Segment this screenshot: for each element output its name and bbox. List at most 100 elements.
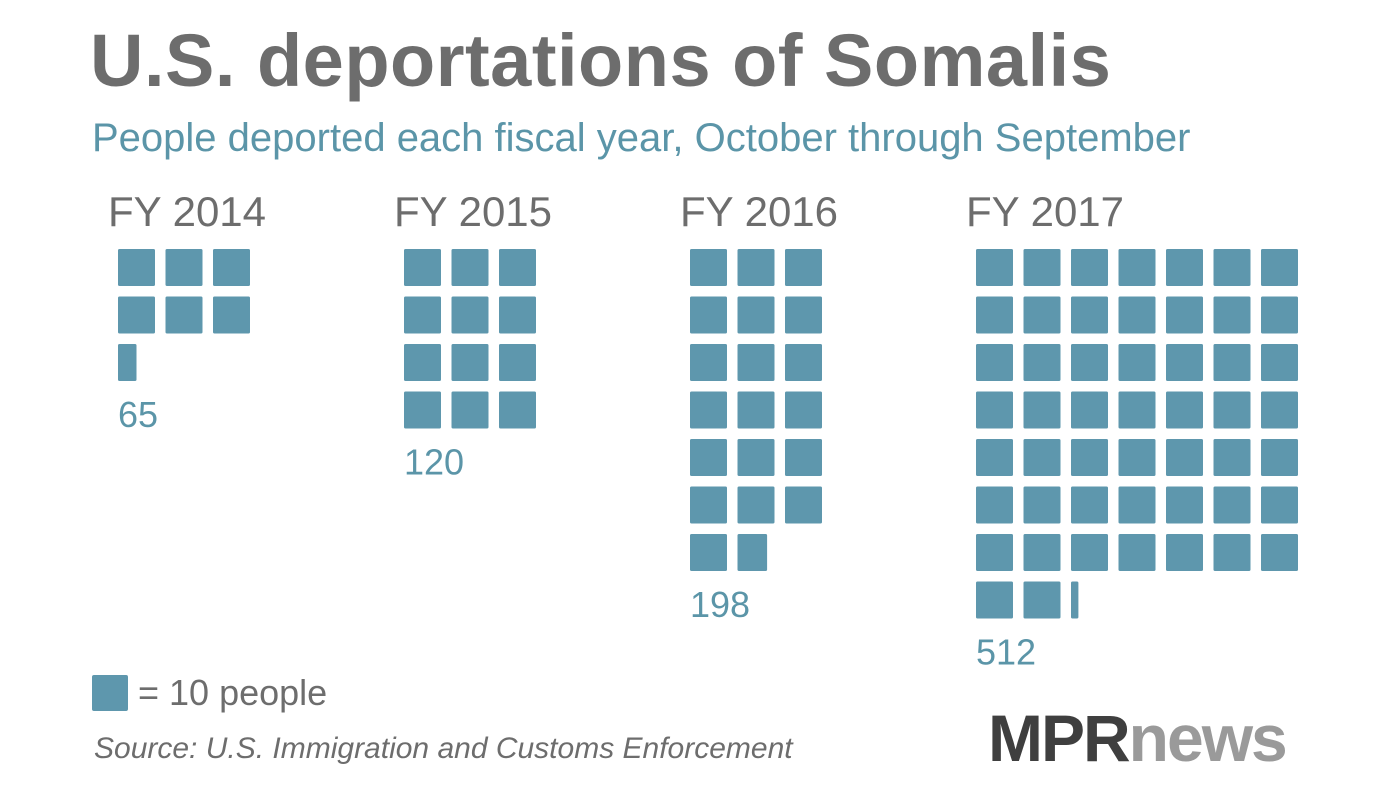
waffle-square [976,392,1013,429]
waffle-square [499,249,536,286]
waffle-square [404,344,441,381]
waffle-square [1024,534,1061,571]
waffle-square [1024,392,1061,429]
waffle-square [452,249,489,286]
waffle-square [738,344,775,381]
waffle-square [1214,249,1251,286]
waffle-square [499,392,536,429]
mpr-news-logo: MPRnews [988,700,1286,776]
waffle-square [118,297,155,334]
waffle-square [690,487,727,524]
waffle-square [690,249,727,286]
fiscal-year-group: FY 2017 512 [966,188,1298,673]
waffle-square [404,249,441,286]
waffle-square [166,249,203,286]
waffle-square [1119,439,1156,476]
waffle-square [166,297,203,334]
waffle-square [976,534,1013,571]
waffle-square [785,249,822,286]
waffle-square [1214,534,1251,571]
waffle-square [1119,249,1156,286]
waffle-square [1024,344,1061,381]
waffle-square [1214,392,1251,429]
waffle-square [976,487,1013,524]
waffle-square [404,392,441,429]
value-label: 120 [404,442,464,483]
fiscal-year-group: FY 2016 198 [680,188,838,625]
waffle-square [1214,487,1251,524]
waffle-square [738,439,775,476]
waffle-square [690,439,727,476]
waffle-square [1119,297,1156,334]
waffle-square [118,249,155,286]
waffle-square [690,392,727,429]
waffle-square [452,392,489,429]
waffle-square [1119,344,1156,381]
waffle-square [1261,344,1298,381]
waffle-square [1071,297,1108,334]
waffle-square [1261,487,1298,524]
value-label: 198 [690,584,750,625]
value-label: 512 [976,632,1036,673]
waffle-square [1071,487,1108,524]
waffle-square [738,297,775,334]
waffle-square [1166,344,1203,381]
waffle-square [1261,249,1298,286]
waffle-square [1166,439,1203,476]
legend-label: = 10 people [138,672,327,714]
waffle-square [1214,297,1251,334]
waffle-square [738,487,775,524]
waffle-square [690,297,727,334]
waffle-square [1166,487,1203,524]
waffle-square [785,392,822,429]
waffle-square [976,344,1013,381]
waffle-square [738,249,775,286]
waffle-square [1261,392,1298,429]
fiscal-year-group: FY 2014 65 [108,188,266,435]
waffle-square [1119,534,1156,571]
year-label: FY 2015 [394,188,552,235]
waffle-square [404,297,441,334]
waffle-square-partial [1071,582,1078,619]
waffle-square [1024,582,1061,619]
year-label: FY 2014 [108,188,266,235]
value-label: 65 [118,394,158,435]
waffle-square [1071,249,1108,286]
waffle-square [1119,392,1156,429]
waffle-square [1214,344,1251,381]
waffle-square-partial [738,534,768,571]
waffle-square [1024,297,1061,334]
waffle-square [1119,487,1156,524]
waffle-square [1024,439,1061,476]
waffle-square [976,249,1013,286]
waffle-square [976,439,1013,476]
waffle-square [1166,297,1203,334]
year-label: FY 2016 [680,188,838,235]
source-note: Source: U.S. Immigration and Customs Enf… [94,732,793,766]
waffle-square [452,344,489,381]
waffle-square [738,392,775,429]
waffle-square [785,297,822,334]
waffle-square [499,344,536,381]
waffle-square [1261,439,1298,476]
logo-news: news [1129,701,1286,775]
waffle-square [1024,249,1061,286]
logo-mpr: MPR [988,701,1129,775]
waffle-square [1071,439,1108,476]
waffle-square [785,487,822,524]
waffle-square [1214,439,1251,476]
legend-swatch [92,675,128,711]
waffle-square [785,439,822,476]
waffle-square [1166,392,1203,429]
waffle-square [976,297,1013,334]
waffle-square [785,344,822,381]
year-label: FY 2017 [966,188,1124,235]
waffle-square [1166,534,1203,571]
waffle-square [499,297,536,334]
waffle-square [690,534,727,571]
waffle-square [1071,392,1108,429]
waffle-square [976,582,1013,619]
fiscal-year-group: FY 2015 120 [394,188,552,483]
legend: = 10 people [92,672,327,714]
waffle-square [1024,487,1061,524]
